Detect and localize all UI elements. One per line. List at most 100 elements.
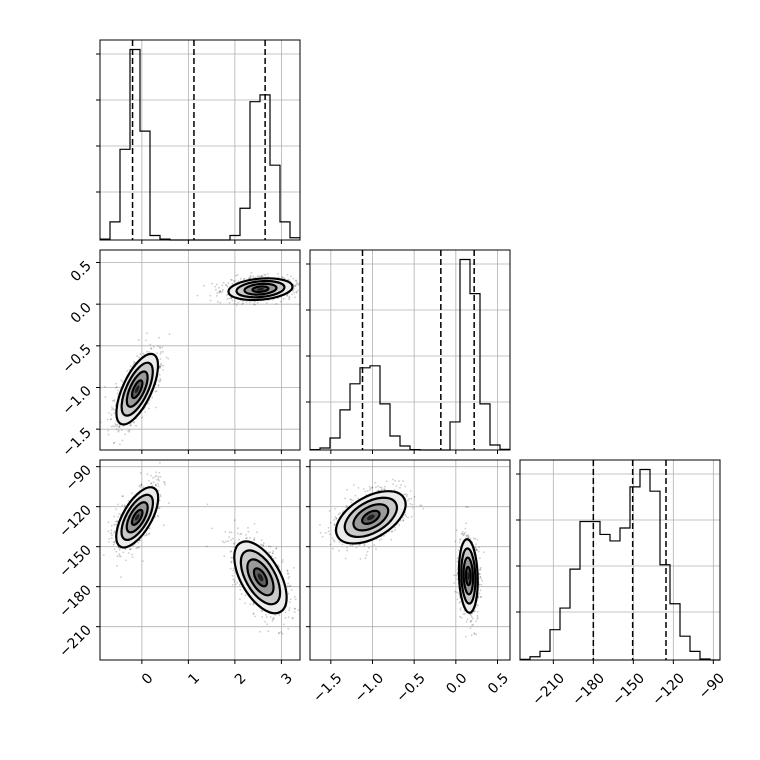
scatter-frame (99, 249, 301, 451)
scatter-point (233, 519, 236, 522)
scatter-point (368, 547, 370, 549)
scatter-point (115, 424, 117, 426)
scatter-point (123, 504, 126, 506)
scatter-point (233, 300, 236, 303)
scatter-point (293, 292, 296, 294)
scatter-point (300, 602, 302, 604)
scatter-point (297, 283, 300, 286)
scatter-point (247, 530, 250, 533)
scatter-point (375, 548, 377, 550)
scatter-point (248, 277, 251, 279)
scatter-point (147, 403, 149, 405)
scatter-point (392, 483, 395, 485)
scatter-point (345, 504, 348, 507)
scatter-point (146, 473, 149, 476)
scatter-point (154, 390, 157, 393)
scatter-point (254, 303, 256, 306)
density-fill-4 (134, 385, 140, 394)
scatter-point (231, 279, 233, 281)
scatter-point (375, 486, 377, 489)
scatter-point (290, 275, 292, 278)
scatter-point (159, 379, 162, 382)
scatter-point (262, 544, 265, 547)
scatter-point (113, 400, 115, 402)
scatter-point (116, 564, 118, 567)
scatter-point (238, 583, 241, 586)
scatter-point (278, 614, 281, 616)
contour-line-0 (361, 509, 381, 525)
scatter-point (148, 527, 151, 530)
scatter-point (457, 557, 459, 560)
scatter-point (286, 585, 289, 588)
scatter-point (293, 287, 295, 290)
scatter-point (246, 537, 248, 540)
scatter-point (293, 285, 295, 287)
panel-content (319, 478, 485, 638)
scatter-point (221, 290, 224, 293)
scatter-point (230, 556, 233, 559)
scatter-point (159, 347, 162, 349)
scatter-panel-2 (309, 459, 511, 661)
scatter-point (130, 548, 132, 550)
scatter-point (275, 547, 277, 550)
scatter-point (368, 485, 371, 488)
scatter-point (118, 426, 121, 429)
histogram-step-line (520, 468, 720, 661)
scatter-point (365, 554, 368, 556)
scatter-point (287, 572, 290, 575)
scatter-point (256, 275, 259, 278)
scatter-point (466, 506, 469, 508)
scatter-point (329, 533, 331, 536)
scatter-point (477, 596, 480, 599)
scatter-point (293, 607, 296, 610)
scatter-point (252, 275, 255, 278)
scatter-point (115, 523, 117, 526)
scatter-point (113, 548, 116, 551)
scatter-point (394, 526, 396, 529)
contour-line-0 (252, 567, 269, 588)
scatter-point (157, 345, 160, 347)
scatter-point (346, 546, 348, 549)
scatter-point (303, 282, 305, 284)
scatter-point (350, 498, 353, 501)
scatter-point (106, 418, 109, 421)
scatter-point (405, 515, 408, 518)
scatter-point (378, 539, 381, 541)
scatter-point (262, 542, 265, 545)
scatter-point (139, 486, 142, 488)
scatter-point (133, 421, 136, 423)
scatter-point (237, 527, 239, 530)
scatter-point (139, 539, 141, 542)
scatter-point (419, 504, 422, 507)
scatter-point (115, 382, 117, 385)
scatter-point (395, 485, 398, 487)
scatter-point (240, 593, 243, 595)
scatter-point (131, 553, 133, 556)
scatter-point (261, 610, 264, 612)
scatter-point (260, 275, 263, 278)
histogram-step-line (310, 258, 510, 451)
scatter-point (351, 544, 354, 547)
scatter-point (287, 278, 289, 281)
scatter-point (119, 555, 122, 558)
density-fill-4 (367, 514, 375, 521)
scatter-point (117, 503, 119, 506)
scatter-point (156, 352, 159, 354)
scatter-point (359, 558, 362, 560)
scatter-point (111, 408, 113, 411)
scatter-point (275, 303, 278, 305)
scatter-point (477, 604, 479, 607)
scatter-point (243, 278, 246, 280)
scatter-point (297, 609, 300, 611)
scatter-point (131, 556, 134, 558)
scatter-point (482, 551, 485, 554)
scatter-point (293, 567, 295, 569)
scatter-point (288, 585, 291, 588)
scatter-point (129, 365, 132, 367)
density-fill-4 (257, 573, 264, 582)
scatter-point (480, 578, 483, 580)
scatter-point (150, 347, 153, 350)
scatter-point (222, 281, 225, 284)
scatter-point (378, 486, 381, 489)
